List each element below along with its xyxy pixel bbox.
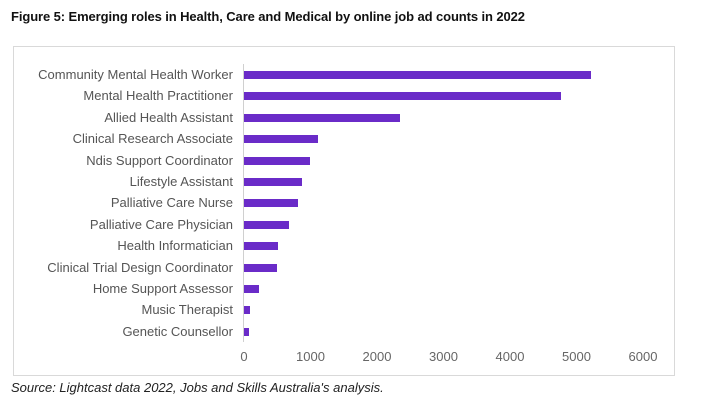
category-label: Clinical Trial Design Coordinator — [47, 259, 233, 275]
bar — [244, 135, 318, 144]
x-tick-label: 4000 — [495, 349, 525, 364]
category-label: Allied Health Assistant — [104, 109, 233, 125]
x-tick-label: 0 — [240, 349, 248, 364]
bar — [244, 242, 278, 251]
bar — [244, 156, 310, 165]
category-label: Health Informatician — [117, 238, 233, 254]
bar — [244, 327, 250, 336]
category-label: Palliative Care Physician — [89, 216, 233, 232]
bar — [244, 263, 277, 272]
category-label: Ndis Support Coordinator — [86, 152, 233, 168]
chart-frame — [13, 46, 675, 376]
category-label: Mental Health Practitioner — [83, 88, 233, 104]
bar — [244, 92, 562, 101]
bar — [244, 285, 260, 293]
x-tick-label: 1000 — [296, 349, 325, 364]
category-label: Home Support Assessor — [92, 281, 233, 296]
figure-title: Figure 5: Emerging roles in Health, Care… — [11, 9, 525, 24]
x-tick-label: 2000 — [362, 349, 392, 364]
bar — [244, 113, 401, 122]
y-axis-line — [243, 64, 244, 342]
bar — [244, 306, 250, 315]
category-label: Music Therapist — [141, 302, 233, 318]
bar — [244, 71, 592, 79]
source-note: Source: Lightcast data 2022, Jobs and Sk… — [11, 380, 384, 395]
category-label: Lifestyle Assistant — [129, 174, 233, 189]
category-label: Community Mental Health Worker — [38, 67, 233, 82]
category-label: Genetic Counsellor — [122, 323, 233, 339]
category-label: Palliative Care Nurse — [110, 195, 233, 211]
bar — [244, 220, 290, 229]
bar — [244, 199, 298, 208]
x-tick-label: 3000 — [429, 349, 458, 364]
x-tick-label: 6000 — [628, 349, 658, 364]
x-tick-label: 5000 — [562, 349, 591, 364]
category-label: Clinical Research Associate — [72, 131, 233, 147]
bar — [244, 178, 302, 186]
